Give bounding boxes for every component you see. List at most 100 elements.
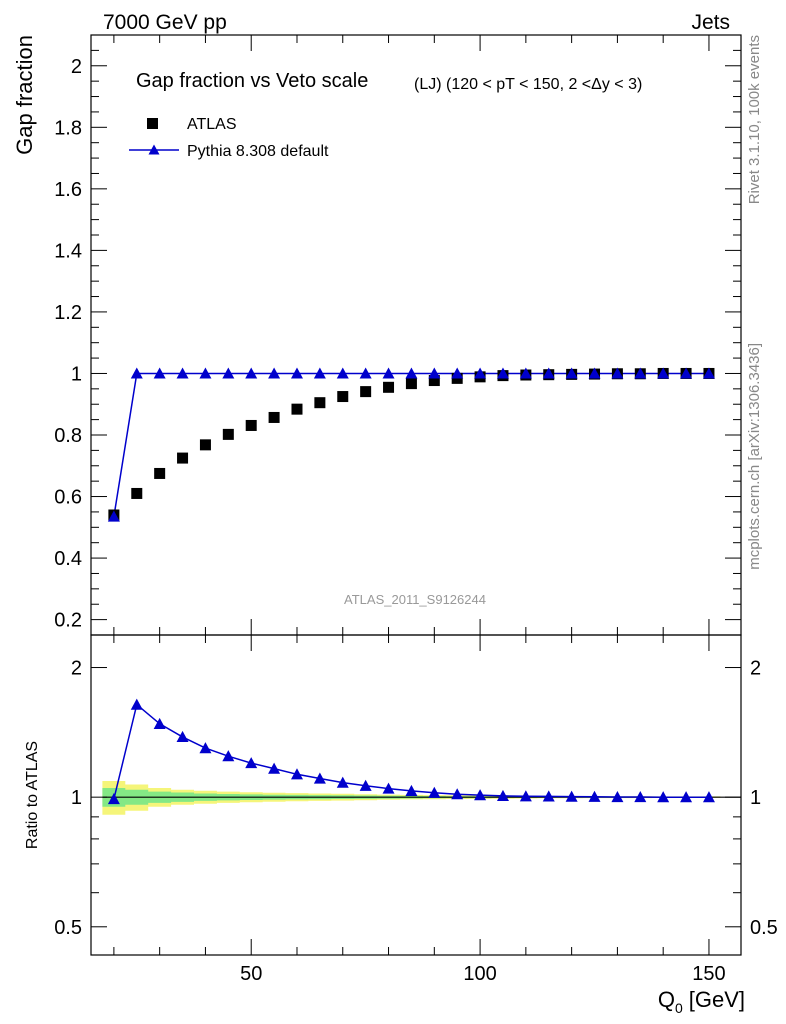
ratio-point xyxy=(542,790,555,802)
pythia-point xyxy=(405,367,418,379)
y-tick-label: 0.4 xyxy=(54,548,82,570)
main-axis-ticks: 0.2 0.4 0.6 0.8 1 1.2 1.4 1.6 1.8 2 xyxy=(54,34,741,635)
ratio-point xyxy=(199,742,212,754)
atlas-point xyxy=(268,411,280,423)
pythia-point xyxy=(222,367,235,379)
legend-pythia-label: Pythia 8.308 default xyxy=(187,143,329,160)
pythia-point xyxy=(611,367,624,379)
x-tick-labels: 50 100 150 xyxy=(240,963,726,985)
atlas-point xyxy=(314,397,326,409)
pythia-point xyxy=(245,367,258,379)
ratio-point xyxy=(290,768,303,780)
pythia-point xyxy=(199,367,212,379)
main-ylabel: Gap fraction xyxy=(12,35,37,155)
y-tick-label: 1 xyxy=(71,363,82,385)
y-tick-label: 2 xyxy=(71,56,82,78)
ratio-point xyxy=(176,730,189,743)
atlas-point xyxy=(154,467,166,479)
ratio-y-tick-label-right: 0.5 xyxy=(750,917,778,939)
ratio-point xyxy=(336,776,349,788)
ratio-point xyxy=(359,779,372,791)
ratio-point xyxy=(130,698,143,710)
ratio-point xyxy=(634,790,647,803)
atlas-point xyxy=(360,386,372,398)
pythia-point xyxy=(153,367,166,379)
ratio-plot: 0.5 0.5 1 1 2 2 xyxy=(54,634,778,956)
pythia-point xyxy=(290,367,303,379)
y-tick-label: 0.6 xyxy=(54,487,82,509)
ratio-y-tick-label-right: 2 xyxy=(750,658,761,680)
pythia-point xyxy=(313,367,326,379)
ratio-uncertainty-band xyxy=(102,781,741,815)
ratio-plot-frame xyxy=(90,634,742,956)
atlas-point xyxy=(131,487,143,499)
main-marks xyxy=(107,367,715,522)
ratio-point xyxy=(588,790,601,802)
y-tick-label: 0.8 xyxy=(54,425,82,447)
ratio-point xyxy=(496,789,509,801)
x-tick-label: 100 xyxy=(463,963,496,985)
y-tick-label: 1.6 xyxy=(54,179,82,201)
rivet-label: Rivet 3.1.10, 100k events xyxy=(746,35,763,204)
pythia-point xyxy=(657,367,670,379)
ratio-point xyxy=(107,793,120,805)
pythia-point xyxy=(496,367,509,379)
legend-atlas-marker xyxy=(147,118,158,129)
pythia-point xyxy=(702,367,715,379)
pythia-point xyxy=(359,367,372,379)
energy-label: 7000 GeV pp xyxy=(103,11,227,34)
ratio-point xyxy=(222,750,235,762)
ratio-point xyxy=(268,762,281,774)
atlas-point xyxy=(428,375,440,387)
ratio-y-tick-label-right: 1 xyxy=(750,787,761,809)
pythia-point xyxy=(542,367,555,379)
ratio-point xyxy=(519,790,532,802)
pythia-point xyxy=(428,367,441,379)
ratio-ylabel: Ratio to ATLAS xyxy=(24,741,41,849)
pythia-point xyxy=(336,367,349,379)
ratio-point xyxy=(680,791,693,803)
atlas-point xyxy=(383,381,395,393)
ratio-y-tick-label: 2 xyxy=(71,658,82,680)
main-plot: 0.2 0.4 0.6 0.8 1 1.2 1.4 1.6 1.8 2 Gap fraction … xyxy=(54,34,742,636)
analysis-tag: ATLAS_2011_S9126244 xyxy=(344,592,486,607)
x-axis-label-unit: [GeV] xyxy=(689,987,745,1012)
pythia-point xyxy=(565,367,578,379)
x-axis-label-main: Q xyxy=(658,987,675,1012)
ratio-point xyxy=(565,790,578,802)
x-axis-label: Q0 [GeV] xyxy=(658,987,745,1016)
atlas-point xyxy=(291,403,303,415)
pythia-point xyxy=(634,367,647,379)
y-tick-label: 1.8 xyxy=(54,117,82,139)
chart-title: Gap fraction vs Veto scale xyxy=(136,70,368,92)
legend-atlas-label: ATLAS xyxy=(187,116,237,133)
ratio-point xyxy=(405,784,418,797)
legend: ATLAS Pythia 8.308 default xyxy=(129,116,329,160)
atlas-point xyxy=(245,419,257,431)
pythia-point xyxy=(680,367,693,379)
ratio-point xyxy=(474,789,487,801)
x-tick-label: 150 xyxy=(692,963,725,985)
ratio-point xyxy=(657,791,670,803)
pythia-point xyxy=(176,367,189,379)
ratio-point xyxy=(428,786,441,798)
atlas-point xyxy=(199,439,211,451)
y-tick-label: 1.2 xyxy=(54,302,82,324)
ratio-point xyxy=(313,772,326,784)
ratio-marks xyxy=(107,698,715,805)
pythia-point xyxy=(519,367,532,379)
pythia-point xyxy=(130,367,143,379)
process-label: Jets xyxy=(691,11,730,34)
x-tick-label: 50 xyxy=(240,963,262,985)
y-tick-label: 1.4 xyxy=(54,240,82,262)
atlas-point xyxy=(405,378,417,390)
atlas-point xyxy=(177,452,189,464)
ratio-point xyxy=(702,791,715,803)
ratio-point xyxy=(245,757,258,769)
ratio-point xyxy=(382,782,395,794)
chart-subtitle: (LJ) (120 < pT < 150, 2 <Δy < 3) xyxy=(414,76,642,93)
y-tick-label: 0.2 xyxy=(54,610,82,632)
mcplots-label: mcplots.cern.ch [arXiv:1306.3436] xyxy=(746,343,763,570)
pythia-point xyxy=(451,367,464,379)
